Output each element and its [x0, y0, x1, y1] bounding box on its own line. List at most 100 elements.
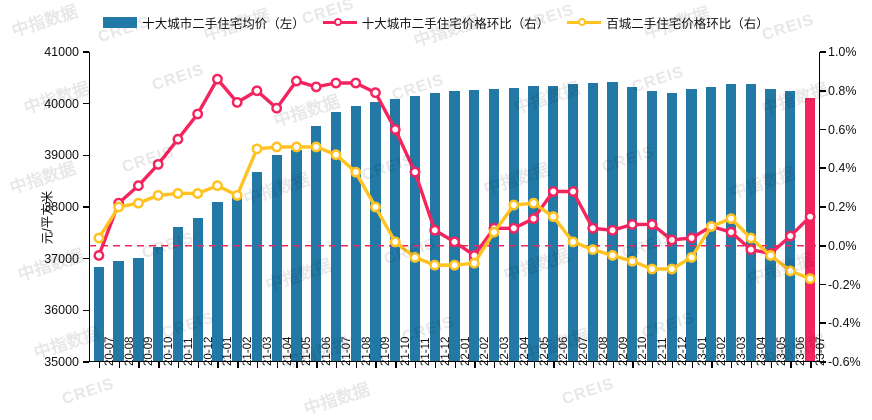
bar-22-12[interactable]: [666, 92, 677, 362]
line-marker-22-10[interactable]: [626, 255, 638, 267]
bar-22-08[interactable]: [587, 83, 598, 362]
line-marker-23-03[interactable]: [725, 226, 737, 238]
line-marker-21-12[interactable]: [429, 259, 441, 271]
line-marker-21-01[interactable]: [212, 73, 223, 85]
line-marker-22-11[interactable]: [646, 219, 658, 230]
bar-20-12[interactable]: [192, 217, 203, 362]
bar-22-05[interactable]: [528, 86, 539, 362]
line-marker-21-10[interactable]: [389, 124, 401, 135]
line-marker-22-01[interactable]: [449, 236, 460, 248]
line-marker-20-12[interactable]: [192, 108, 204, 120]
bar-21-08[interactable]: [350, 105, 361, 362]
line-marker-21-11[interactable]: [409, 166, 421, 178]
bar-22-01[interactable]: [449, 91, 460, 362]
line-marker-21-11[interactable]: [409, 251, 421, 263]
bar-22-06[interactable]: [548, 85, 559, 362]
line-marker-21-06[interactable]: [310, 141, 322, 153]
line-marker-21-02[interactable]: [231, 96, 243, 108]
line-marker-22-08[interactable]: [587, 244, 599, 256]
line-marker-23-01[interactable]: [686, 232, 697, 244]
legend-item-bar[interactable]: 十大城市二手住宅均价（左）: [103, 13, 305, 32]
line-marker-21-08[interactable]: [350, 77, 362, 89]
line-marker-22-05[interactable]: [528, 213, 539, 225]
bar-21-01[interactable]: [212, 201, 223, 362]
line-marker-22-08[interactable]: [587, 222, 599, 234]
line-marker-21-04[interactable]: [271, 102, 283, 114]
line-marker-20-09[interactable]: [132, 197, 144, 209]
line-marker-22-12[interactable]: [666, 263, 678, 275]
line-marker-23-06[interactable]: [784, 230, 796, 242]
line-marker-21-07[interactable]: [330, 77, 342, 89]
bar-20-07[interactable]: [93, 266, 104, 362]
line-marker-21-09[interactable]: [370, 87, 381, 99]
bar-23-07[interactable]: [804, 97, 816, 362]
line-marker-20-09[interactable]: [132, 180, 144, 192]
line-marker-22-11[interactable]: [646, 263, 658, 275]
line-marker-21-12[interactable]: [429, 224, 441, 236]
line-marker-22-06[interactable]: [547, 186, 559, 197]
line-marker-21-01[interactable]: [212, 180, 223, 192]
bar-21-07[interactable]: [330, 111, 342, 362]
line-marker-21-10[interactable]: [389, 236, 401, 248]
bar-23-05[interactable]: [765, 89, 776, 362]
bar-21-03[interactable]: [251, 172, 263, 362]
bar-20-09[interactable]: [133, 257, 144, 362]
line-marker-22-09[interactable]: [607, 224, 618, 236]
line-marker-23-06[interactable]: [784, 265, 796, 277]
line-marker-23-04[interactable]: [745, 244, 757, 256]
line-marker-21-02[interactable]: [231, 189, 243, 201]
line-marker-22-12[interactable]: [666, 234, 678, 246]
bar-20-08[interactable]: [113, 261, 124, 362]
line-marker-21-03[interactable]: [251, 143, 263, 155]
line-marker-21-07[interactable]: [330, 149, 342, 161]
line-marker-22-10[interactable]: [626, 219, 638, 230]
line-marker-21-09[interactable]: [370, 201, 381, 213]
bar-22-07[interactable]: [567, 84, 579, 362]
line-marker-22-09[interactable]: [607, 250, 618, 261]
line-marker-22-07[interactable]: [567, 186, 579, 197]
line-marker-21-06[interactable]: [310, 81, 322, 93]
line-marker-20-10[interactable]: [152, 189, 164, 201]
bar-23-01[interactable]: [686, 88, 697, 362]
bar-22-02[interactable]: [469, 90, 480, 362]
line-marker-22-04[interactable]: [508, 222, 520, 234]
line-marker-22-07[interactable]: [567, 236, 579, 248]
line-marker-22-05[interactable]: [528, 197, 539, 209]
line-marker-22-04[interactable]: [508, 199, 520, 211]
line-marker-21-05[interactable]: [291, 75, 302, 87]
line-marker-22-01[interactable]: [449, 259, 460, 271]
line-marker-22-02[interactable]: [468, 257, 480, 269]
line-marker-23-02[interactable]: [705, 220, 717, 232]
bar-22-09[interactable]: [607, 81, 618, 362]
line-marker-21-08[interactable]: [350, 166, 362, 178]
line-marker-23-07[interactable]: [804, 273, 816, 285]
bar-21-02[interactable]: [232, 196, 243, 362]
line-marker-23-05[interactable]: [765, 250, 777, 261]
legend-item-ten-cities[interactable]: 十大城市二手住宅价格环比（右）: [322, 13, 549, 32]
line-marker-23-07[interactable]: [804, 211, 816, 223]
legend-item-hundred-cities[interactable]: 百城二手住宅价格环比（右）: [567, 13, 769, 32]
line-marker-23-04[interactable]: [745, 232, 757, 244]
bar-23-04[interactable]: [745, 83, 756, 362]
bar-23-06[interactable]: [785, 90, 796, 362]
bar-21-10[interactable]: [390, 98, 401, 362]
line-marker-22-06[interactable]: [547, 211, 559, 223]
line-marker-20-11[interactable]: [172, 188, 184, 199]
bar-20-10[interactable]: [153, 246, 164, 362]
line-marker-23-03[interactable]: [725, 213, 737, 225]
bar-21-06[interactable]: [311, 126, 322, 362]
bar-20-11[interactable]: [172, 227, 184, 362]
line-marker-21-04[interactable]: [271, 141, 283, 153]
line-marker-21-05[interactable]: [291, 141, 302, 153]
bar-21-09[interactable]: [370, 102, 381, 362]
bar-21-11[interactable]: [409, 95, 421, 362]
line-marker-20-11[interactable]: [172, 133, 184, 145]
line-marker-20-07[interactable]: [93, 232, 105, 244]
bar-21-05[interactable]: [291, 150, 302, 362]
line-marker-20-08[interactable]: [113, 201, 125, 213]
line-marker-20-10[interactable]: [152, 158, 164, 170]
line-marker-20-07[interactable]: [93, 250, 105, 261]
line-marker-21-03[interactable]: [251, 85, 263, 97]
line-marker-22-03[interactable]: [488, 226, 500, 238]
line-marker-20-12[interactable]: [192, 188, 204, 199]
